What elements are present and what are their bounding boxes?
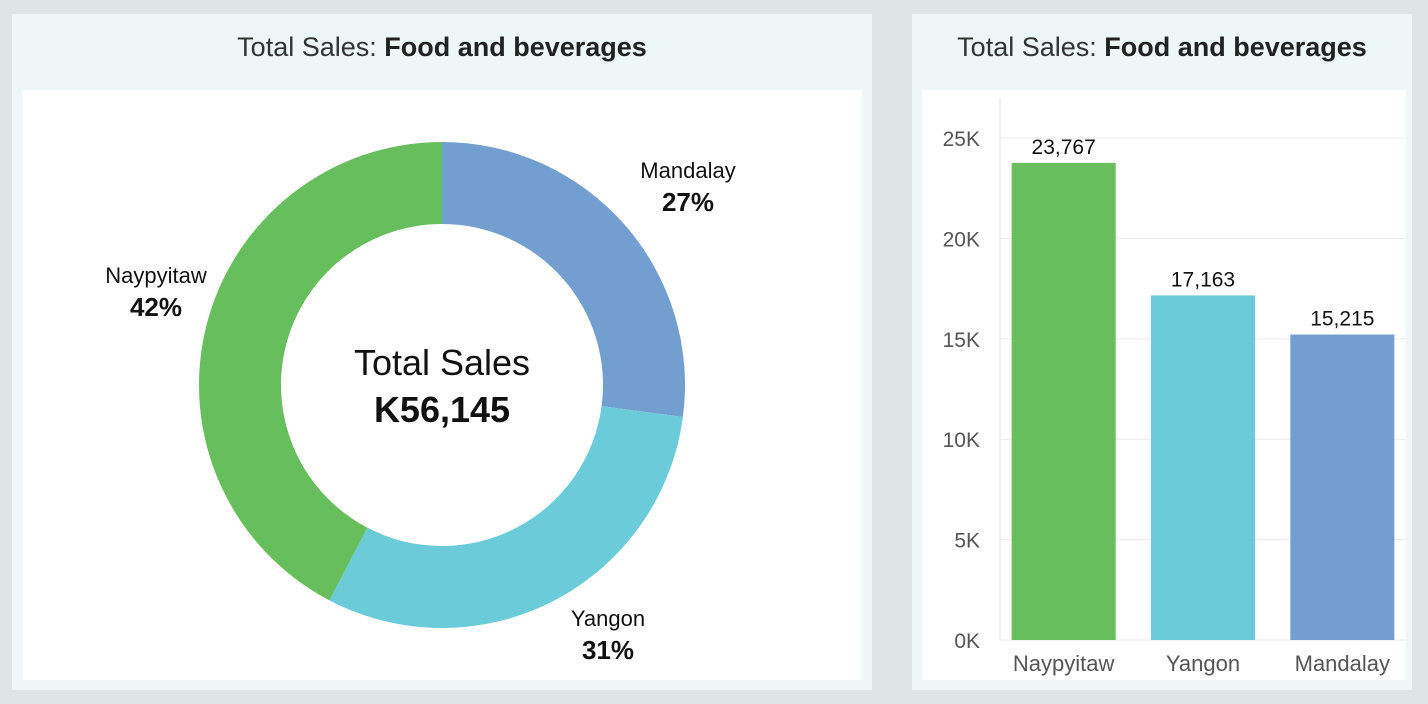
donut-center-value: K56,145 — [374, 389, 510, 430]
donut-percent-yangon: 31% — [582, 635, 634, 665]
bar-mandalay[interactable] — [1290, 334, 1395, 640]
donut-label-naypyitaw: Naypyitaw — [105, 263, 207, 288]
x-tick-label: Mandalay — [1295, 651, 1390, 676]
donut-panel-title: Total Sales: Food and beverages — [12, 32, 872, 63]
donut-chart[interactable]: Total Sales K56,145 Mandalay 27% Yangon 31%… — [22, 90, 862, 680]
donut-percent-mandalay: 27% — [662, 187, 714, 217]
y-tick-label: 0K — [954, 630, 980, 653]
donut-slice-naypyitaw[interactable] — [199, 142, 442, 601]
bar-value-label: 15,215 — [1310, 308, 1374, 331]
bar-chart[interactable]: 0K 5K 10K 15K 20K 25K 23,767 Naypyitaw 17,163 Yan… — [922, 90, 1406, 680]
donut-plot-area: Total Sales K56,145 Mandalay 27% Yangon 31%… — [22, 90, 862, 680]
donut-percent-naypyitaw: 42% — [130, 292, 182, 322]
x-tick-label: Naypyitaw — [1013, 651, 1115, 676]
y-tick-label: 20K — [943, 228, 980, 251]
donut-center-label: Total Sales — [354, 342, 530, 383]
y-tick-label: 25K — [943, 128, 980, 151]
bar-value-label: 23,767 — [1032, 136, 1096, 159]
donut-title-prefix: Total Sales: — [237, 32, 385, 62]
bar-panel: Total Sales: Food and beverages 0K 5K 10K 1… — [912, 14, 1412, 690]
y-tick-label: 15K — [943, 329, 980, 352]
bar-panel-title: Total Sales: Food and beverages — [912, 32, 1412, 63]
bar-plot-area: 0K 5K 10K 15K 20K 25K 23,767 Naypyitaw 17,163 Yan… — [922, 90, 1406, 680]
bar-title-bold: Food and beverages — [1104, 32, 1367, 62]
x-tick-label: Yangon — [1166, 651, 1240, 676]
donut-title-bold: Food and beverages — [384, 32, 647, 62]
donut-slice-mandalay[interactable] — [442, 142, 685, 417]
donut-label-mandalay: Mandalay — [640, 158, 735, 183]
bar-naypyitaw[interactable] — [1011, 162, 1116, 640]
bar-yangon[interactable] — [1151, 295, 1255, 640]
donut-slice-yangon[interactable] — [329, 406, 683, 628]
donut-label-yangon: Yangon — [571, 606, 645, 631]
y-tick-label: 10K — [943, 429, 980, 452]
donut-panel: Total Sales: Food and beverages Total Sa… — [12, 14, 872, 690]
bar-title-prefix: Total Sales: — [957, 32, 1105, 62]
bar-value-label: 17,163 — [1171, 268, 1235, 291]
y-tick-label: 5K — [954, 530, 980, 553]
